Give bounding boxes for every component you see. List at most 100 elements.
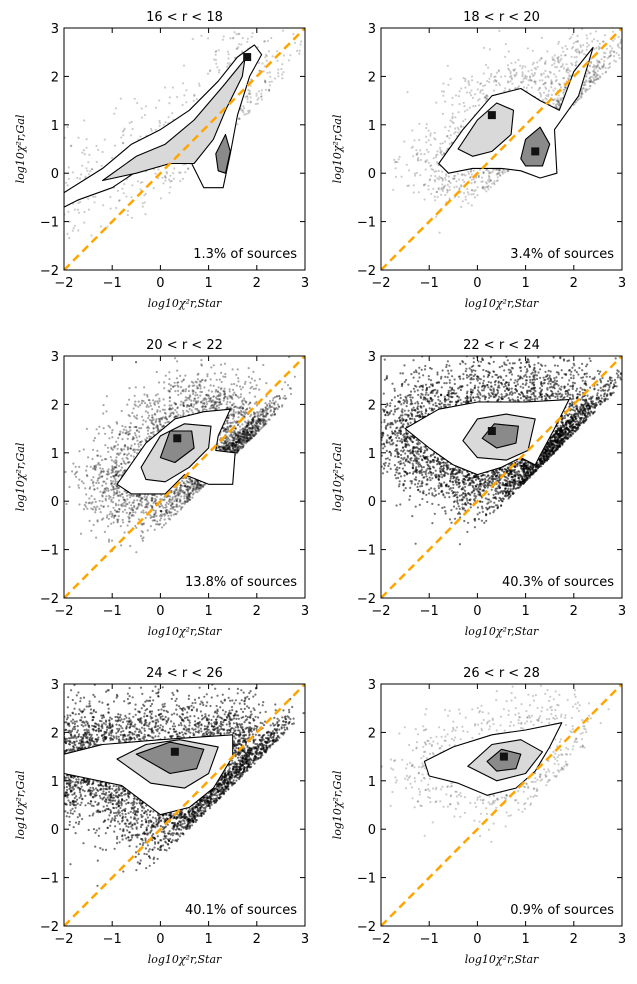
scatter-point: [95, 536, 98, 539]
scatter-point: [513, 73, 516, 77]
scatter-point: [138, 430, 141, 434]
scatter-point: [498, 171, 501, 174]
scatter-point: [407, 169, 411, 172]
scatter-point: [87, 208, 91, 211]
scatter-point: [121, 130, 124, 133]
scatter-point: [394, 167, 397, 170]
scatter-point: [193, 488, 196, 491]
scatter-point: [561, 393, 564, 396]
scatter-point: [242, 434, 245, 437]
scatter-point: [98, 499, 101, 502]
scatter-point: [152, 509, 155, 512]
scatter-point: [104, 432, 107, 435]
scatter-point: [149, 404, 152, 407]
scatter-point: [469, 170, 472, 173]
scatter-point: [173, 384, 176, 387]
scatter-point: [223, 392, 226, 395]
scatter-point: [260, 95, 263, 98]
scatter-point: [321, 28, 323, 30]
scatter-point: [250, 421, 253, 424]
scatter-point: [122, 496, 125, 499]
scatter-point: [227, 427, 230, 430]
scatter-point: [522, 86, 526, 89]
scatter-point: [178, 500, 181, 503]
scatter-point: [545, 98, 548, 101]
scatter-point: [185, 398, 188, 402]
scatter-point: [116, 189, 120, 192]
scatter-point: [119, 525, 122, 528]
scatter-point: [161, 176, 164, 179]
scatter-point: [167, 510, 170, 513]
scatter-point: [133, 97, 136, 100]
scatter-point: [564, 54, 568, 57]
scatter-point: [92, 467, 95, 470]
scatter-point: [154, 500, 157, 503]
scatter-point: [596, 77, 600, 80]
scatter-point: [241, 440, 244, 443]
scatter-point: [493, 180, 496, 183]
scatter-point: [110, 498, 113, 501]
scatter-point: [402, 489, 405, 492]
scatter-point: [122, 192, 125, 195]
scatter-point: [415, 478, 418, 481]
scatter-point: [122, 134, 125, 137]
scatter-point: [398, 339, 400, 341]
scatter-point: [246, 95, 249, 98]
scatter-point: [198, 383, 201, 386]
scatter-point: [113, 476, 116, 479]
scatter-point: [85, 427, 88, 430]
scatter-point: [85, 146, 88, 149]
scatter-point: [134, 434, 137, 437]
scatter-point: [132, 437, 136, 440]
scatter-point: [176, 384, 179, 387]
scatter-point: [443, 186, 446, 189]
scatter-point: [177, 493, 180, 496]
scatter-point: [472, 105, 475, 108]
scatter-point: [212, 405, 215, 408]
scatter-point: [250, 423, 253, 426]
scatter-point: [226, 421, 229, 424]
scatter-point: [251, 425, 254, 428]
scatter-point: [215, 49, 218, 53]
scatter-point: [245, 437, 249, 440]
scatter-point: [584, 83, 587, 86]
scatter-point: [118, 199, 121, 202]
scatter-point: [596, 383, 599, 386]
scatter-point: [444, 512, 447, 515]
scatter-point: [93, 488, 96, 491]
scatter-point: [190, 403, 193, 406]
scatter-point: [119, 97, 122, 100]
scatter-point: [100, 470, 103, 473]
scatter-point: [216, 404, 219, 407]
scatter-point: [140, 440, 143, 443]
scatter-point: [118, 464, 121, 468]
scatter-point: [222, 446, 225, 449]
scatter-point: [225, 438, 228, 441]
scatter-point: [583, 83, 586, 86]
scatter-point: [432, 157, 435, 160]
scatter-point: [92, 195, 95, 198]
scatter-point: [122, 129, 126, 132]
scatter-point: [416, 158, 419, 161]
scatter-point: [383, 410, 386, 413]
scatter-point: [231, 447, 235, 450]
scatter-point: [412, 359, 415, 362]
scatter-point: [613, 50, 616, 53]
scatter-point: [243, 411, 246, 414]
scatter-point: [214, 401, 217, 404]
scatter-point: [109, 495, 112, 499]
scatter-point: [250, 422, 253, 425]
scatter-point: [195, 480, 198, 483]
scatter-point: [202, 485, 205, 488]
scatter-point: [462, 192, 466, 195]
scatter-point: [192, 99, 195, 102]
scatter-point: [435, 493, 438, 496]
scatter-point: [552, 99, 555, 102]
scatter-point: [207, 395, 210, 398]
scatter-point: [446, 183, 449, 186]
scatter-point: [602, 55, 606, 58]
scatter-point: [226, 440, 230, 443]
scatter-point: [535, 374, 539, 377]
scatter-point: [582, 84, 585, 87]
scatter-point: [118, 507, 121, 511]
